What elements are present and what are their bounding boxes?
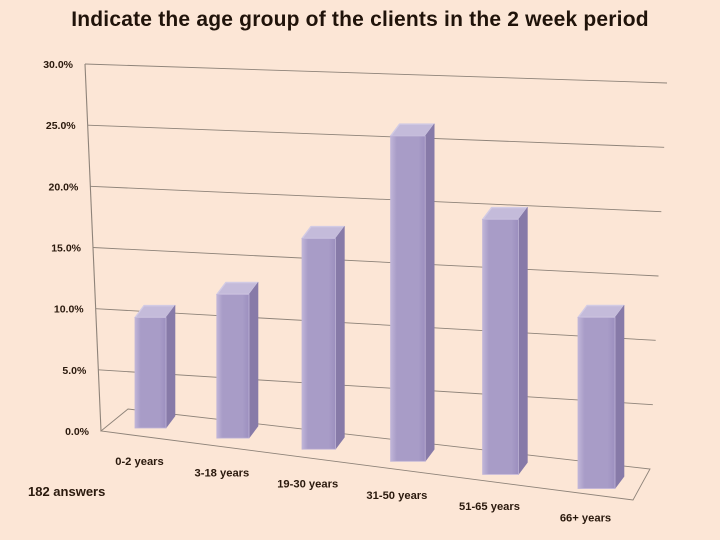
value-axis-labels: 30.0% 25.0% 20.0% 15.0% 10.0% 5.0% 0.0%	[43, 59, 89, 438]
bar-front-face	[216, 294, 250, 439]
gridline-30	[84, 63, 668, 84]
bar-0-2-years	[134, 304, 176, 429]
gridline-25	[87, 124, 665, 148]
bar-front-face	[390, 135, 426, 462]
bar-side-face	[424, 123, 435, 462]
bar-side-face	[614, 305, 625, 489]
bar-front-face	[482, 219, 519, 475]
bar-3-18-years	[216, 281, 259, 439]
gridline-15	[92, 247, 659, 277]
value-axis	[84, 63, 102, 432]
category-label-31-50-years: 31-50 years	[366, 490, 427, 502]
bar-51-65-years	[481, 206, 529, 475]
category-label-0-2-years: 0-2 years	[115, 456, 164, 468]
answers-count: 182 answers	[28, 484, 106, 499]
bar-side-face	[248, 282, 259, 439]
bar-side-face	[335, 226, 345, 450]
gridline-20	[90, 185, 662, 213]
bar-19-30-years	[301, 225, 346, 450]
bar-front-face	[134, 317, 167, 429]
bar-31-50-years	[389, 123, 435, 462]
bar-66-years	[577, 304, 625, 489]
tick-label-25.0: 25.0%	[46, 120, 76, 132]
category-label-3-18-years: 3-18 years	[195, 467, 250, 479]
gridline-10	[95, 308, 656, 341]
category-label-19-30-years: 19-30 years	[277, 479, 338, 491]
tick-label-0.0: 0.0%	[65, 426, 90, 438]
tick-label-10.0: 10.0%	[54, 304, 84, 316]
chart-floor-outline	[99, 408, 651, 501]
tick-label-15.0: 15.0%	[51, 243, 81, 255]
bar-front-face	[577, 317, 616, 489]
tick-label-30.0: 30.0%	[43, 59, 73, 71]
bars	[134, 123, 625, 489]
tick-label-20.0: 20.0%	[49, 181, 79, 193]
bar-front-face	[301, 238, 336, 450]
bar-side-face	[165, 305, 176, 429]
tick-label-5.0: 5.0%	[62, 365, 87, 377]
chart-title: Indicate the age group of the clients in…	[71, 8, 649, 31]
gridlines	[84, 63, 668, 406]
category-label-51-65-years: 51-65 years	[459, 501, 520, 513]
gridline-5	[98, 369, 653, 406]
bar-side-face	[518, 207, 528, 475]
category-label-66-years: 66+ years	[560, 513, 611, 525]
